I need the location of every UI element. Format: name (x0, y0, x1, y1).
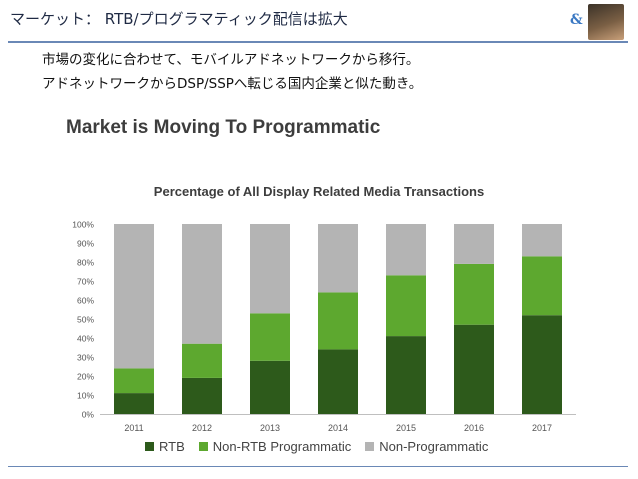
bar-segment-2 (522, 256, 562, 316)
x-tick-label: 2013 (260, 423, 280, 433)
legend-swatch-non-programmatic (365, 442, 375, 451)
y-tick-label: 20% (77, 372, 94, 382)
bar-segment-1 (522, 315, 562, 414)
legend-label-non-programmatic: Non-Programmatic (379, 439, 489, 454)
slide-title: Market is Moving To Programmatic (66, 117, 381, 138)
bar-segment-2 (250, 313, 290, 361)
y-tick-label: 10% (77, 391, 94, 401)
slide-header-title: マーケット： RTB/プログラマティック配信は拡大 (10, 10, 348, 28)
bar-segment-1 (182, 377, 222, 414)
bar-segment-3 (318, 224, 358, 293)
bar-segment-2 (114, 368, 154, 394)
bar-segment-1 (454, 324, 494, 414)
legend-item-rtb: RTB (145, 439, 185, 454)
legend-swatch-non-rtb (198, 442, 208, 451)
y-tick-label: 50% (77, 315, 94, 325)
bar-segment-1 (250, 360, 290, 414)
bar-segment-2 (454, 263, 494, 325)
footer-divider (8, 466, 628, 467)
y-tick-label: 70% (77, 277, 94, 287)
x-tick-label: 2017 (532, 423, 552, 433)
x-tick-label: 2012 (192, 423, 212, 433)
bar-segment-2 (318, 292, 358, 350)
chart-legend: RTB Non-RTB Programmatic Non-Programmati… (145, 439, 488, 454)
bar-segment-1 (114, 393, 154, 414)
x-tick-label: 2014 (328, 423, 348, 433)
bar-segment-1 (318, 349, 358, 414)
y-tick-label: 40% (77, 334, 94, 344)
bar-segment-3 (250, 224, 290, 314)
chart-title: Percentage of All Display Related Media … (153, 184, 485, 199)
bar-segment-2 (386, 275, 426, 337)
y-tick-label: 90% (77, 239, 94, 249)
x-tick-label: 2015 (396, 423, 416, 433)
legend-item-non-programmatic: Non-Programmatic (365, 439, 488, 454)
bar-segment-2 (182, 343, 222, 378)
y-tick-label: 30% (77, 353, 94, 363)
y-tick-label: 0% (82, 410, 95, 420)
x-tick-label: 2016 (464, 423, 484, 433)
y-tick-label: 60% (77, 296, 94, 306)
bar-segment-3 (386, 224, 426, 276)
y-tick-label: 100% (72, 220, 94, 230)
x-tick-label: 2011 (124, 423, 143, 433)
bar-segment-3 (454, 224, 494, 264)
y-tick-label: 80% (77, 258, 94, 268)
bullet-text-1: 市場の変化に合わせて、モバイルアドネットワークから移行。 (42, 52, 420, 68)
bar-segment-1 (386, 336, 426, 414)
legend-label-non-rtb: Non-RTB Programmatic (212, 439, 352, 454)
header-divider (8, 41, 628, 43)
brand-logo: & (570, 12, 583, 28)
legend-item-non-rtb: Non-RTB Programmatic (198, 439, 352, 454)
avatar (588, 4, 624, 40)
bullet-text-2: アドネットワークからDSP/SSPへ転じる国内企業と似た動き。 (42, 76, 423, 92)
legend-label-rtb: RTB (159, 439, 185, 454)
bar-segment-3 (522, 224, 562, 257)
legend-swatch-rtb (145, 442, 154, 451)
bar-segment-3 (114, 224, 154, 369)
bar-segment-3 (182, 224, 222, 344)
